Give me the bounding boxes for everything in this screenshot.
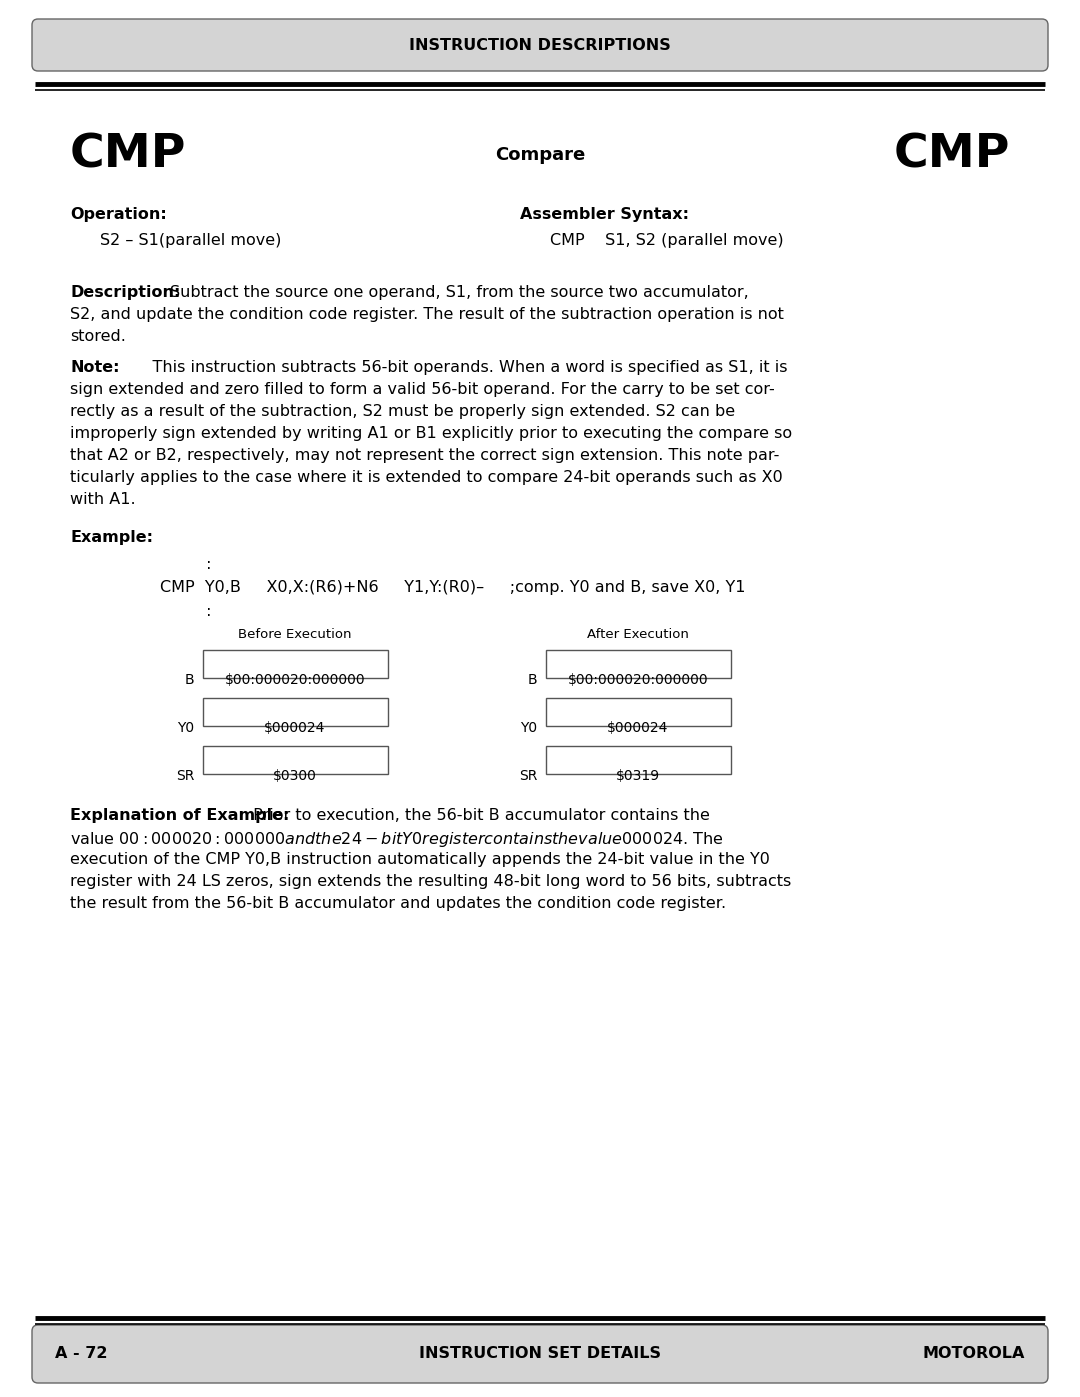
Text: Before Execution: Before Execution [239,629,352,641]
FancyBboxPatch shape [32,1324,1048,1383]
FancyBboxPatch shape [32,20,1048,71]
Text: execution of the CMP Y0,B instruction automatically appends the 24-bit value in : execution of the CMP Y0,B instruction au… [70,852,770,868]
Text: SR: SR [519,768,538,782]
Text: CMP: CMP [70,133,187,177]
Bar [545,650,730,678]
Text: the result from the 56-bit B accumulator and updates the condition code register: the result from the 56-bit B accumulator… [70,895,726,911]
Text: Y0: Y0 [521,721,538,735]
Text: B: B [528,673,538,687]
Text: Description:: Description: [70,285,180,300]
Text: INSTRUCTION DESCRIPTIONS: INSTRUCTION DESCRIPTIONS [409,38,671,53]
Text: S2 – S1(parallel move): S2 – S1(parallel move) [100,232,282,247]
Text: CMP  Y0,B     X0,X:(R6)+N6     Y1,Y:(R0)–     ;comp. Y0 and B, save X0, Y1: CMP Y0,B X0,X:(R6)+N6 Y1,Y:(R0)– ;comp. … [160,580,745,595]
Text: Subtract the source one operand, S1, from the source two accumulator,: Subtract the source one operand, S1, fro… [170,285,748,300]
Text: $000024: $000024 [607,721,669,735]
Text: $0319: $0319 [616,768,660,782]
Text: This instruction subtracts 56-bit operands. When a word is specified as S1, it i: This instruction subtracts 56-bit operan… [132,360,787,374]
Text: $0300: $0300 [273,768,316,782]
Text: sign extended and zero filled to form a valid 56-bit operand. For the carry to b: sign extended and zero filled to form a … [70,381,774,397]
Bar [203,746,388,774]
Bar [545,698,730,726]
Text: $00:000020:000000: $00:000020:000000 [568,673,708,687]
Text: B: B [185,673,194,687]
Text: Note:: Note: [70,360,120,374]
Bar [203,650,388,678]
Text: :: : [160,604,212,619]
Text: :: : [160,557,212,571]
Text: improperly sign extended by writing A1 or B1 explicitly prior to executing the c: improperly sign extended by writing A1 o… [70,426,792,441]
Text: S2, and update the condition code register. The result of the subtraction operat: S2, and update the condition code regist… [70,307,784,321]
Text: A - 72: A - 72 [55,1347,108,1362]
Text: $000024: $000024 [265,721,326,735]
Text: register with 24 LS zeros, sign extends the resulting 48-bit long word to 56 bit: register with 24 LS zeros, sign extends … [70,875,792,888]
Text: Operation:: Operation: [70,208,166,222]
Text: SR: SR [176,768,194,782]
Bar [203,698,388,726]
Text: Explanation of Example:: Explanation of Example: [70,807,289,823]
Text: Compare: Compare [495,147,585,163]
Text: MOTOROLA: MOTOROLA [922,1347,1025,1362]
Text: value $00:000020:000000 and the 24-bit Y0 register contains the value $000024. T: value $00:000020:000000 and the 24-bit Y… [70,830,724,849]
Text: stored.: stored. [70,330,126,344]
Text: Assembler Syntax:: Assembler Syntax: [519,208,689,222]
Text: Y0: Y0 [177,721,194,735]
Text: CMP    S1, S2 (parallel move): CMP S1, S2 (parallel move) [550,232,784,247]
Text: rectly as a result of the subtraction, S2 must be properly sign extended. S2 can: rectly as a result of the subtraction, S… [70,404,735,419]
Text: After Execution: After Execution [588,629,689,641]
Bar [545,746,730,774]
Text: that A2 or B2, respectively, may not represent the correct sign extension. This : that A2 or B2, respectively, may not rep… [70,448,780,462]
Text: ticularly applies to the case where it is extended to compare 24-bit operands su: ticularly applies to the case where it i… [70,469,783,485]
Text: CMP: CMP [893,133,1010,177]
Text: with A1.: with A1. [70,492,136,507]
Text: INSTRUCTION SET DETAILS: INSTRUCTION SET DETAILS [419,1347,661,1362]
Text: Prior to execution, the 56-bit B accumulator contains the: Prior to execution, the 56-bit B accumul… [248,807,710,823]
Text: Example:: Example: [70,529,153,545]
Text: $00:000020:000000: $00:000020:000000 [225,673,365,687]
